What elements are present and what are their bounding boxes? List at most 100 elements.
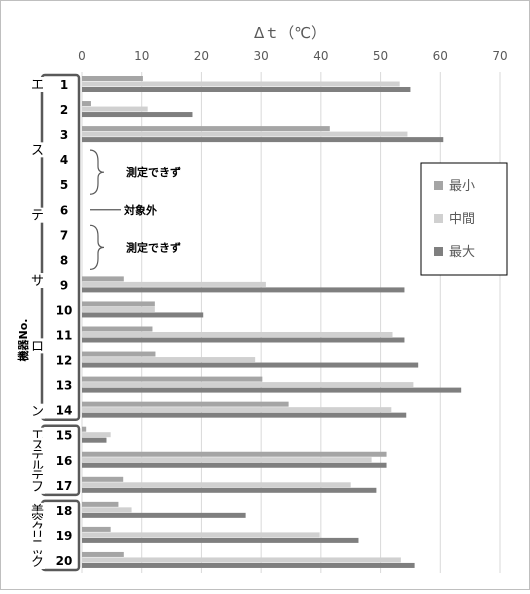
category-label: 14 (56, 404, 73, 418)
bar (82, 432, 111, 438)
bar (82, 407, 392, 413)
group-label-char: エ (31, 78, 44, 93)
bar (82, 106, 148, 112)
legend-swatch (434, 214, 443, 223)
category-label: 7 (60, 228, 68, 242)
category-label: 15 (56, 429, 73, 443)
x-tick-label: 50 (373, 49, 388, 63)
category-label: 13 (56, 379, 73, 393)
category-label: 16 (56, 454, 73, 468)
x-tick-label: 0 (78, 49, 86, 63)
bar (82, 501, 119, 507)
bar (82, 412, 407, 418)
bar (82, 357, 256, 363)
group-label-char: フ (31, 480, 44, 495)
bar (82, 507, 132, 513)
bar (82, 312, 204, 318)
legend-swatch (434, 181, 443, 190)
bar (82, 101, 91, 107)
bar (82, 476, 124, 482)
category-label: 11 (56, 329, 73, 343)
group-label-char: ス (31, 143, 44, 158)
legend-swatch (434, 247, 443, 256)
group-label-char: ン (31, 405, 44, 420)
bar (82, 537, 359, 543)
bar (82, 387, 462, 393)
bar (82, 457, 372, 463)
y-axis-title: 機器No. (16, 319, 30, 362)
category-label: 4 (60, 153, 68, 167)
bar (82, 557, 401, 563)
category-label: 8 (60, 253, 68, 267)
brace (89, 149, 105, 195)
category-label: 5 (60, 178, 68, 192)
bar (82, 362, 419, 368)
bar (82, 287, 405, 293)
annotation-label: 対象外 (123, 203, 157, 217)
bar (82, 281, 266, 287)
category-label: 9 (60, 278, 68, 292)
x-tick-label: 20 (194, 49, 209, 63)
bar (82, 512, 246, 518)
group-bracket (40, 73, 81, 421)
bar (82, 562, 415, 568)
category-label: 10 (56, 303, 73, 317)
category-label: 17 (56, 479, 73, 493)
x-tick-label: 40 (313, 49, 328, 63)
bar (82, 487, 377, 493)
bar (82, 462, 387, 468)
bar (82, 482, 351, 488)
bar (82, 382, 414, 388)
legend-label: 最小 (449, 179, 475, 194)
bar (82, 376, 263, 382)
bar (82, 112, 193, 118)
bar (82, 87, 411, 92)
category-label: 2 (60, 103, 68, 117)
group-label-char: サ (31, 274, 44, 289)
annotation-label: 測定できず (126, 165, 181, 179)
x-axis-title: Δｔ（℃） (254, 24, 326, 42)
bar (82, 276, 124, 282)
bar (82, 131, 408, 137)
bars (82, 76, 462, 568)
category-label: 12 (56, 354, 73, 368)
bar (82, 81, 400, 87)
bar (82, 326, 153, 332)
bar (82, 301, 155, 307)
category-label: 19 (56, 529, 73, 543)
bar (82, 526, 111, 532)
bar (82, 437, 107, 443)
bar (82, 332, 393, 337)
legend-label: 最大 (449, 245, 475, 260)
bar (82, 137, 444, 143)
bar (82, 451, 387, 457)
bar (82, 532, 320, 538)
bar (82, 76, 143, 81)
group-label-char: テ (31, 209, 44, 224)
x-tick-label: 70 (492, 49, 507, 63)
group-label-char: ク (31, 555, 44, 570)
x-tick-label: 10 (134, 49, 149, 63)
bar (82, 426, 87, 432)
bar (82, 337, 405, 343)
bar (82, 551, 124, 557)
bar (82, 351, 156, 357)
x-tick-label: 60 (433, 49, 448, 63)
brace (89, 224, 105, 270)
legend-label: 中間 (449, 212, 475, 227)
x-tick-label: 30 (254, 49, 269, 63)
category-label: 3 (60, 128, 68, 142)
category-label: 18 (56, 504, 73, 518)
category-label: 1 (60, 78, 68, 92)
x-tick-labels: 0 10 20 30 40 50 60 70 (78, 49, 507, 63)
bar (82, 306, 155, 312)
bar (82, 126, 330, 132)
